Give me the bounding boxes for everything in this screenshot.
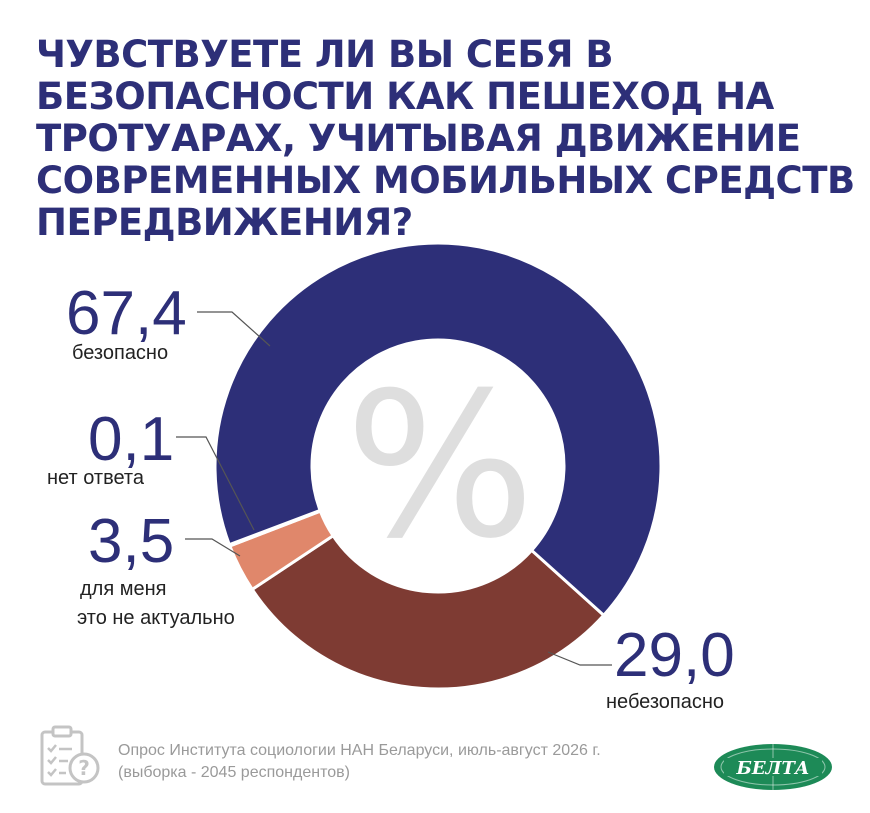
value-no-answer: 0,1 bbox=[88, 405, 174, 474]
donut-slices bbox=[213, 241, 663, 691]
value-unsafe: 29,0 bbox=[614, 621, 735, 690]
label-safe: безопасно bbox=[72, 342, 168, 364]
leader-line-unsafe bbox=[547, 651, 612, 666]
value-not-relevant: 3,5 bbox=[88, 507, 174, 576]
survey-source-line1: Опрос Института социологии НАН Беларуси,… bbox=[118, 742, 601, 759]
belta-logo: БЕЛТА bbox=[714, 744, 832, 790]
survey-source-line2: (выборка - 2045 респондентов) bbox=[118, 764, 350, 781]
survey-clipboard-icon: ? bbox=[40, 725, 100, 786]
chart-title: ЧУВСТВУЕТЕ ЛИ ВЫ СЕБЯ В БЕЗОПАСНОСТИ КАК… bbox=[36, 33, 855, 244]
leader-line-not-relevant bbox=[185, 538, 241, 557]
slice-unsafe bbox=[250, 533, 606, 691]
leader-line-no-answer bbox=[176, 436, 255, 531]
svg-text:?: ? bbox=[78, 756, 90, 780]
label-unsafe: небезопасно bbox=[606, 691, 724, 713]
label-not-relevant-line2: это не актуально bbox=[77, 607, 235, 629]
percent-symbol: % bbox=[345, 350, 535, 583]
value-safe: 67,4 bbox=[66, 279, 187, 348]
label-not-relevant-line1: для меня bbox=[80, 578, 166, 600]
survey-source: Опрос Института социологии НАН Беларуси,… bbox=[118, 740, 601, 784]
label-no-answer: нет ответа bbox=[47, 467, 145, 489]
svg-text:БЕЛТА: БЕЛТА bbox=[735, 758, 809, 779]
leader-line-safe bbox=[197, 311, 271, 347]
slice-safe bbox=[213, 241, 663, 618]
